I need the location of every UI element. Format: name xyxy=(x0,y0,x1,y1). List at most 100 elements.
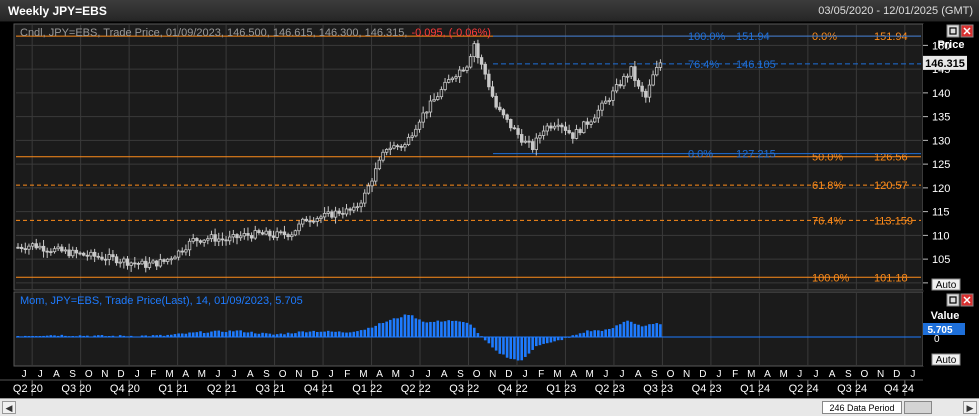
momentum-bar xyxy=(97,335,100,337)
momentum-bar xyxy=(283,334,286,337)
momentum-bar xyxy=(118,335,122,337)
momentum-auto-button[interactable]: Auto xyxy=(931,353,961,366)
momentum-bar xyxy=(166,334,169,337)
momentum-bar xyxy=(341,332,345,337)
momentum-bar xyxy=(527,337,531,354)
momentum-bar xyxy=(308,331,312,337)
candle xyxy=(231,229,236,243)
candle xyxy=(154,259,159,271)
candle xyxy=(213,228,217,246)
candle xyxy=(187,238,192,257)
candle xyxy=(165,257,170,265)
candle xyxy=(432,93,436,103)
momentum-bar xyxy=(221,331,224,337)
candle xyxy=(253,225,257,240)
candle xyxy=(483,61,487,80)
close-icon xyxy=(963,27,971,35)
momentum-bar xyxy=(367,327,370,337)
fib-level-percent: 61.8% xyxy=(812,180,843,192)
candle xyxy=(355,202,360,212)
candle xyxy=(279,229,283,235)
momentum-bar xyxy=(170,334,173,337)
quarter-label: Q3 21 xyxy=(255,383,285,395)
candle xyxy=(264,227,268,236)
momentum-bar xyxy=(498,337,502,354)
momentum-bar xyxy=(133,336,137,338)
candle xyxy=(195,237,199,247)
scroll-left-button[interactable]: ◀ xyxy=(2,401,16,414)
close-icon xyxy=(963,296,971,304)
momentum-panel-close-button[interactable] xyxy=(960,293,974,307)
price-grid xyxy=(16,24,921,290)
candle xyxy=(206,235,210,245)
momentum-bar xyxy=(326,330,330,337)
momentum-bar xyxy=(159,334,162,337)
candle xyxy=(614,78,619,94)
momentum-bar xyxy=(253,333,257,337)
price-header: Cndl, JPY=EBS, Trade Price, 01/09/2023, … xyxy=(20,27,407,39)
price-panel-close-button[interactable] xyxy=(960,24,974,38)
month-label: F xyxy=(732,369,738,380)
candle xyxy=(67,243,71,259)
candle xyxy=(359,199,363,213)
month-label: N xyxy=(683,369,690,380)
candle xyxy=(472,40,476,63)
quarter-label: Q2 20 xyxy=(13,383,43,395)
momentum-axis-title: Value xyxy=(931,310,960,322)
date-range: 03/05/2020 - 12/01/2025 (GMT) xyxy=(818,5,973,17)
candle xyxy=(311,217,316,224)
month-label: J xyxy=(797,369,802,380)
month-label: S xyxy=(845,369,852,380)
momentum-bar xyxy=(454,320,458,337)
momentum-bar xyxy=(385,321,388,337)
month-label: O xyxy=(279,369,287,380)
momentum-panel-restore-button[interactable] xyxy=(946,293,960,307)
candle xyxy=(636,78,641,90)
candle xyxy=(41,240,46,258)
candle xyxy=(505,113,509,123)
month-label: J xyxy=(22,369,27,380)
momentum-bar xyxy=(396,318,399,337)
momentum-bar xyxy=(531,337,534,350)
candle xyxy=(268,229,272,241)
candle xyxy=(71,246,75,259)
candle xyxy=(476,39,480,64)
momentum-bar xyxy=(389,319,392,337)
candle xyxy=(191,233,195,244)
price-auto-button[interactable]: Auto xyxy=(931,278,961,291)
candle xyxy=(136,261,141,270)
price-panel-restore-button[interactable] xyxy=(946,24,960,38)
candle xyxy=(235,233,239,245)
candle xyxy=(78,251,82,256)
momentum-bar xyxy=(137,336,140,338)
momentum-bar xyxy=(553,337,556,342)
momentum-bar xyxy=(582,332,586,337)
candle xyxy=(89,249,93,260)
momentum-bar xyxy=(144,335,148,337)
scroll-right-button[interactable]: ▶ xyxy=(963,401,977,414)
data-period-field[interactable]: 246 Data Period xyxy=(822,401,902,414)
candle xyxy=(578,127,582,136)
month-label: A xyxy=(829,369,836,380)
fib-level-value: 126.56 xyxy=(874,152,908,164)
candle xyxy=(658,59,663,71)
price-tick-label: 125 xyxy=(932,159,950,171)
momentum-bar xyxy=(469,324,472,337)
momentum-bar xyxy=(363,329,367,337)
candle xyxy=(461,67,465,72)
scroll-thumb[interactable] xyxy=(904,401,932,414)
momentum-bar xyxy=(45,335,49,337)
candle xyxy=(224,236,228,246)
candle xyxy=(34,238,38,250)
month-label: J xyxy=(813,369,818,380)
horizontal-scrollbar[interactable]: ◀ 246 Data Period ▶ xyxy=(0,398,979,416)
candle xyxy=(370,177,374,193)
momentum-bar xyxy=(659,324,662,337)
month-label: O xyxy=(85,369,93,380)
candle xyxy=(538,132,542,144)
svg-text:146.315: 146.315 xyxy=(925,58,965,70)
momentum-bar xyxy=(272,334,275,337)
month-label: J xyxy=(620,369,625,380)
momentum-bar xyxy=(648,324,651,337)
candle xyxy=(454,74,458,82)
